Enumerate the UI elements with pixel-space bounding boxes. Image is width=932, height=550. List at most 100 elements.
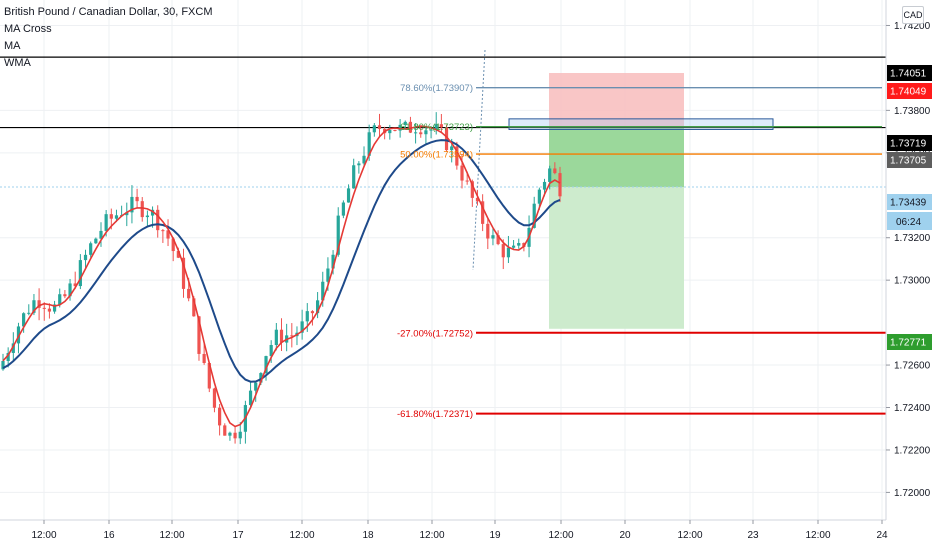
candle-body (532, 203, 536, 228)
candle-body (130, 196, 134, 213)
candle-body (114, 215, 119, 219)
candle-body (135, 196, 139, 202)
candle-body (228, 432, 232, 436)
candle-body (300, 321, 304, 333)
candle-body (465, 180, 469, 182)
time-tick-label: 12:00 (677, 530, 702, 541)
candle-body (424, 130, 428, 135)
candle-body (455, 146, 459, 166)
fibonacci: 78.60%(1.73907) 61.80%(1.73723) 50.00%(1.7… (397, 83, 886, 420)
candle-body (89, 243, 93, 255)
price-badge (887, 152, 932, 168)
zone-rectangle (508, 118, 774, 130)
candle-body (83, 254, 88, 261)
time-tick-label: 16 (103, 530, 115, 541)
candle-body (341, 202, 345, 216)
price-badge-label: 1.74049 (890, 87, 927, 98)
candle-body (553, 168, 557, 174)
time-tick-label: 12:00 (31, 530, 56, 541)
candle-body (94, 238, 98, 244)
candle-body (496, 235, 500, 245)
price-tick-label: 1.73800 (894, 106, 931, 117)
fib-label: -27.00%(1.72752) (397, 328, 473, 339)
price-badge (887, 194, 932, 210)
candle-body (109, 214, 113, 219)
price-badges: 1.74051 1.74049 1.73719 1.73705 1.73439 1.727… (887, 65, 932, 350)
take-profit-zone-filled (549, 127, 684, 187)
candle-body (372, 125, 376, 133)
candle-body (558, 173, 562, 197)
candle-body (104, 214, 108, 231)
candle-body (6, 352, 10, 361)
price-badge (887, 135, 932, 151)
candle-body (501, 244, 505, 258)
candle-body (22, 313, 26, 327)
candle-body (233, 432, 237, 439)
candle-body (310, 311, 315, 314)
candle-body (393, 129, 397, 131)
price-badge-label: 1.73719 (890, 139, 927, 150)
candle-body (171, 238, 175, 252)
indicator-ma[interactable]: MA (4, 40, 21, 52)
price-badge (887, 83, 932, 99)
candle-body (491, 235, 495, 239)
time-tick-label: 18 (362, 530, 374, 541)
candle-body (326, 268, 330, 282)
indicator-wma[interactable]: WMA (4, 57, 31, 69)
ma-slow-line (2, 139, 561, 383)
candle-body (223, 425, 227, 436)
candle-body (517, 243, 521, 246)
price-badge-label: 1.72771 (890, 338, 927, 349)
candle-body (357, 163, 361, 166)
time-tick-label: 12:00 (289, 530, 314, 541)
candle-body (68, 283, 72, 297)
candle-body (398, 124, 402, 131)
candle-body (542, 181, 547, 190)
candle-body (27, 312, 31, 314)
candle-body (187, 288, 191, 299)
candle-body (207, 362, 211, 389)
countdown-label: 06:24 (896, 217, 921, 228)
candle-body (419, 132, 423, 135)
candle-body (58, 294, 62, 305)
time-tick-label: 12:00 (159, 530, 184, 541)
candle-body (537, 189, 541, 204)
currency-button[interactable]: CAD (902, 6, 924, 24)
fib-label: -61.80%(1.72371) (397, 409, 473, 420)
candle-body (42, 307, 46, 309)
time-tick-label: 12:00 (419, 530, 444, 541)
candle-body (161, 230, 165, 232)
trend-line (472, 49, 486, 271)
candle-body (548, 168, 552, 182)
candle-body (346, 188, 351, 203)
candle-body (11, 343, 15, 353)
position-zones (549, 73, 684, 329)
candle-body (274, 329, 278, 345)
candle-body (140, 201, 144, 218)
price-badge (887, 334, 932, 350)
candle-body (460, 165, 464, 181)
price-tick-label: 1.74200 (894, 21, 931, 32)
candle-body (316, 300, 320, 314)
candles (1, 112, 562, 445)
candle-body (150, 209, 155, 216)
price-tick-label: 1.72400 (894, 403, 931, 414)
candle-body (269, 344, 273, 357)
candle-body (511, 245, 516, 248)
candle-body (413, 132, 418, 134)
candle-body (444, 127, 449, 151)
fib-label: 50.00%(1.73594) (400, 150, 473, 161)
candle-body (176, 251, 180, 258)
candle-body (63, 294, 67, 297)
candle-body (279, 329, 284, 343)
time-tick-label: 24 (876, 530, 888, 541)
indicator-ma-cross[interactable]: MA Cross (4, 23, 52, 35)
time-tick-label: 20 (619, 530, 631, 541)
price-tick-label: 1.72000 (894, 488, 931, 499)
candle-body (212, 388, 217, 408)
take-profit-zone (549, 186, 684, 329)
candle-body (145, 215, 150, 218)
candle-body (192, 298, 196, 317)
